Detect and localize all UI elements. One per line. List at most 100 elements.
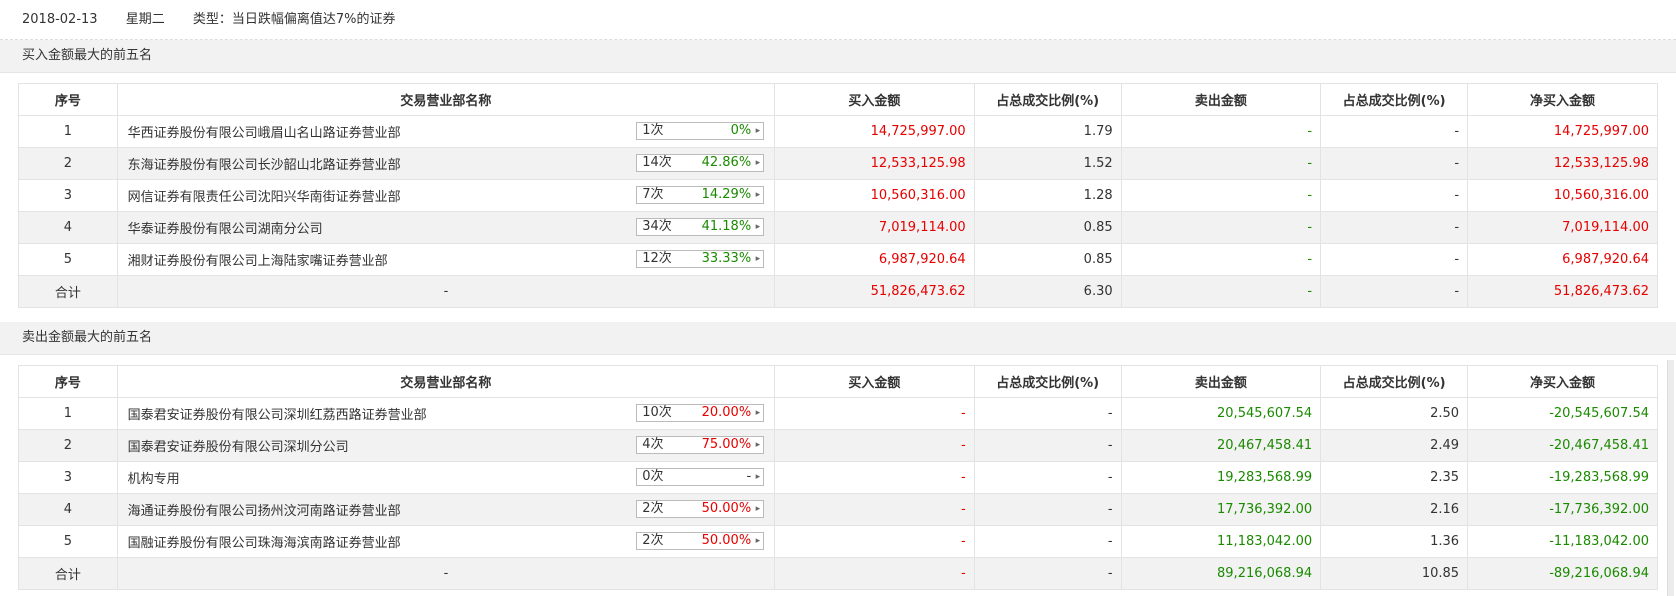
- sell-amount: 19,283,568.99: [1120, 461, 1322, 494]
- appearance-count: 2次: [642, 533, 664, 548]
- trade-date: 2018-02-13: [22, 12, 98, 27]
- total-buy: 51,826,473.62: [774, 275, 975, 308]
- buy-amount: 10,560,316.00: [774, 179, 975, 212]
- table-row: 4 华泰证券股份有限公司湖南分公司 34次 41.18% ▸ 7,019,114.00 0.…: [18, 211, 1658, 244]
- appearance-count: 0次: [642, 469, 664, 484]
- appearance-count: 4次: [642, 437, 664, 452]
- buy-amount: 14,725,997.00: [774, 115, 975, 148]
- branch-name[interactable]: 海通证券股份有限公司扬州汶河南路证券营业部: [127, 504, 401, 519]
- sell-ratio: 2.16: [1320, 493, 1469, 526]
- branch-name[interactable]: 国泰君安证券股份有限公司深圳分公司: [127, 440, 349, 455]
- total-net: -89,216,068.94: [1467, 557, 1658, 590]
- appearance-count: 1次: [642, 123, 664, 138]
- triangle-right-icon: ▸: [755, 190, 761, 200]
- sell-ratio: -: [1320, 147, 1469, 180]
- sell-ratio: -: [1320, 211, 1469, 244]
- net-amount: -11,183,042.00: [1467, 525, 1658, 558]
- branch-stats-dropdown[interactable]: 7次 14.29% ▸: [636, 186, 765, 204]
- win-rate: 14.29%: [701, 187, 752, 202]
- triangle-right-icon: ▸: [755, 504, 761, 514]
- branch-stats-dropdown[interactable]: 4次 75.00% ▸: [636, 436, 765, 454]
- buy-amount: -: [774, 525, 975, 558]
- branch-name[interactable]: 国泰君安证券股份有限公司深圳红荔西路证券营业部: [127, 408, 427, 423]
- appearance-count: 14次: [642, 155, 672, 170]
- net-amount: 7,019,114.00: [1467, 211, 1658, 244]
- col-header: 净买入金额: [1467, 83, 1658, 116]
- branch-name-cell: 机构专用 0次 - ▸: [116, 461, 776, 494]
- scrollbar[interactable]: [1667, 360, 1674, 596]
- branch-name[interactable]: 华泰证券股份有限公司湖南分公司: [127, 222, 323, 237]
- branch-name[interactable]: 网信证券有限责任公司沈阳兴华南街证券营业部: [127, 190, 401, 205]
- buy-ratio: -: [973, 493, 1122, 526]
- net-amount: 10,560,316.00: [1467, 179, 1658, 212]
- branch-name[interactable]: 湘财证券股份有限公司上海陆家嘴证券营业部: [127, 254, 388, 269]
- sell-ratio: -: [1320, 243, 1469, 276]
- col-header: 占总成交比例(%): [1320, 365, 1469, 398]
- branch-stats-dropdown[interactable]: 0次 - ▸: [636, 468, 765, 486]
- list-type: 类型：当日跌幅偏离值达7%的证券: [192, 12, 396, 27]
- appearance-count: 7次: [642, 187, 664, 202]
- info-bar: 2018-02-13 星期二 类型：当日跌幅偏离值达7%的证券: [0, 0, 1676, 40]
- win-rate: 50.00%: [701, 501, 752, 516]
- sell-ratio: 2.50: [1320, 397, 1469, 430]
- sell-ratio: -: [1320, 115, 1469, 148]
- branch-name[interactable]: 华西证券股份有限公司峨眉山名山路证券营业部: [127, 126, 401, 141]
- total-sell-ratio: -: [1320, 275, 1469, 308]
- appearance-count: 34次: [642, 219, 672, 234]
- buy-amount: -: [774, 461, 975, 494]
- win-rate: 42.86%: [701, 155, 752, 170]
- row-number: 4: [18, 493, 118, 526]
- branch-stats-dropdown[interactable]: 34次 41.18% ▸: [636, 218, 765, 236]
- weekday: 星期二: [125, 12, 165, 27]
- table-row: 2 东海证券股份有限公司长沙韶山北路证券营业部 14次 42.86% ▸ 12,533,1…: [18, 147, 1658, 180]
- sell-top5-table: 序号 交易营业部名称 买入金额 占总成交比例(%) 卖出金额 占总成交比例(%)…: [18, 365, 1658, 590]
- row-number: 1: [18, 115, 118, 148]
- branch-stats-dropdown[interactable]: 1次 0% ▸: [636, 122, 765, 140]
- table-row: 5 国融证券股份有限公司珠海海滨南路证券营业部 2次 50.00% ▸ - -11,183,…: [18, 525, 1658, 558]
- win-rate: 41.18%: [701, 219, 752, 234]
- branch-name[interactable]: 机构专用: [127, 472, 180, 487]
- triangle-right-icon: ▸: [755, 440, 761, 450]
- total-buy-ratio: -: [973, 557, 1122, 590]
- col-header: 占总成交比例(%): [973, 365, 1122, 398]
- row-number: 3: [18, 179, 118, 212]
- appearance-count: 12次: [642, 251, 672, 266]
- total-row: 合计 - - -89,216,068.94 10.85 -89,216,068.94: [18, 557, 1658, 590]
- branch-stats-dropdown[interactable]: 2次 50.00% ▸: [636, 500, 765, 518]
- branch-name[interactable]: 东海证券股份有限公司长沙韶山北路证券营业部: [127, 158, 401, 173]
- branch-name-cell: 华泰证券股份有限公司湖南分公司 34次 41.18% ▸: [116, 211, 776, 244]
- net-amount: 12,533,125.98: [1467, 147, 1658, 180]
- total-sell: 89,216,068.94: [1120, 557, 1322, 590]
- total-sell-ratio: 10.85: [1320, 557, 1469, 590]
- buy-ratio: -: [973, 429, 1122, 462]
- buy-amount: 6,987,920.64: [774, 243, 975, 276]
- branch-name-cell: 湘财证券股份有限公司上海陆家嘴证券营业部 12次 33.33% ▸: [116, 243, 776, 276]
- buy-ratio: 0.85: [973, 243, 1122, 276]
- sell-amount: 20,545,607.54: [1120, 397, 1322, 430]
- sell-amount: -: [1120, 243, 1322, 276]
- branch-stats-dropdown[interactable]: 14次 42.86% ▸: [636, 154, 765, 172]
- branch-name[interactable]: 国融证券股份有限公司珠海海滨南路证券营业部: [127, 536, 401, 551]
- col-header: 交易营业部名称: [116, 365, 776, 398]
- buy-amount: 12,533,125.98: [774, 147, 975, 180]
- branch-stats-dropdown[interactable]: 10次 20.00% ▸: [636, 404, 765, 422]
- win-rate: 0%: [730, 123, 752, 138]
- buy-ratio: 1.79: [973, 115, 1122, 148]
- total-row: 合计 -51,826,473.62 6.30- -51,826,473.62: [18, 275, 1658, 308]
- sell-amount: -: [1120, 147, 1322, 180]
- col-header: 交易营业部名称: [116, 83, 776, 116]
- branch-name-cell: 网信证券有限责任公司沈阳兴华南街证券营业部 7次 14.29% ▸: [116, 179, 776, 212]
- triangle-right-icon: ▸: [755, 408, 761, 418]
- row-number: 2: [18, 429, 118, 462]
- sell-ratio: 2.49: [1320, 429, 1469, 462]
- col-header: 占总成交比例(%): [973, 83, 1122, 116]
- row-number: 3: [18, 461, 118, 494]
- win-rate: 75.00%: [701, 437, 752, 452]
- branch-stats-dropdown[interactable]: 2次 50.00% ▸: [636, 532, 765, 550]
- branch-stats-dropdown[interactable]: 12次 33.33% ▸: [636, 250, 765, 268]
- col-header: 占总成交比例(%): [1320, 83, 1469, 116]
- total-name: -: [116, 275, 776, 308]
- col-header: 卖出金额: [1120, 83, 1322, 116]
- triangle-right-icon: ▸: [755, 472, 761, 482]
- sell-amount: -: [1120, 179, 1322, 212]
